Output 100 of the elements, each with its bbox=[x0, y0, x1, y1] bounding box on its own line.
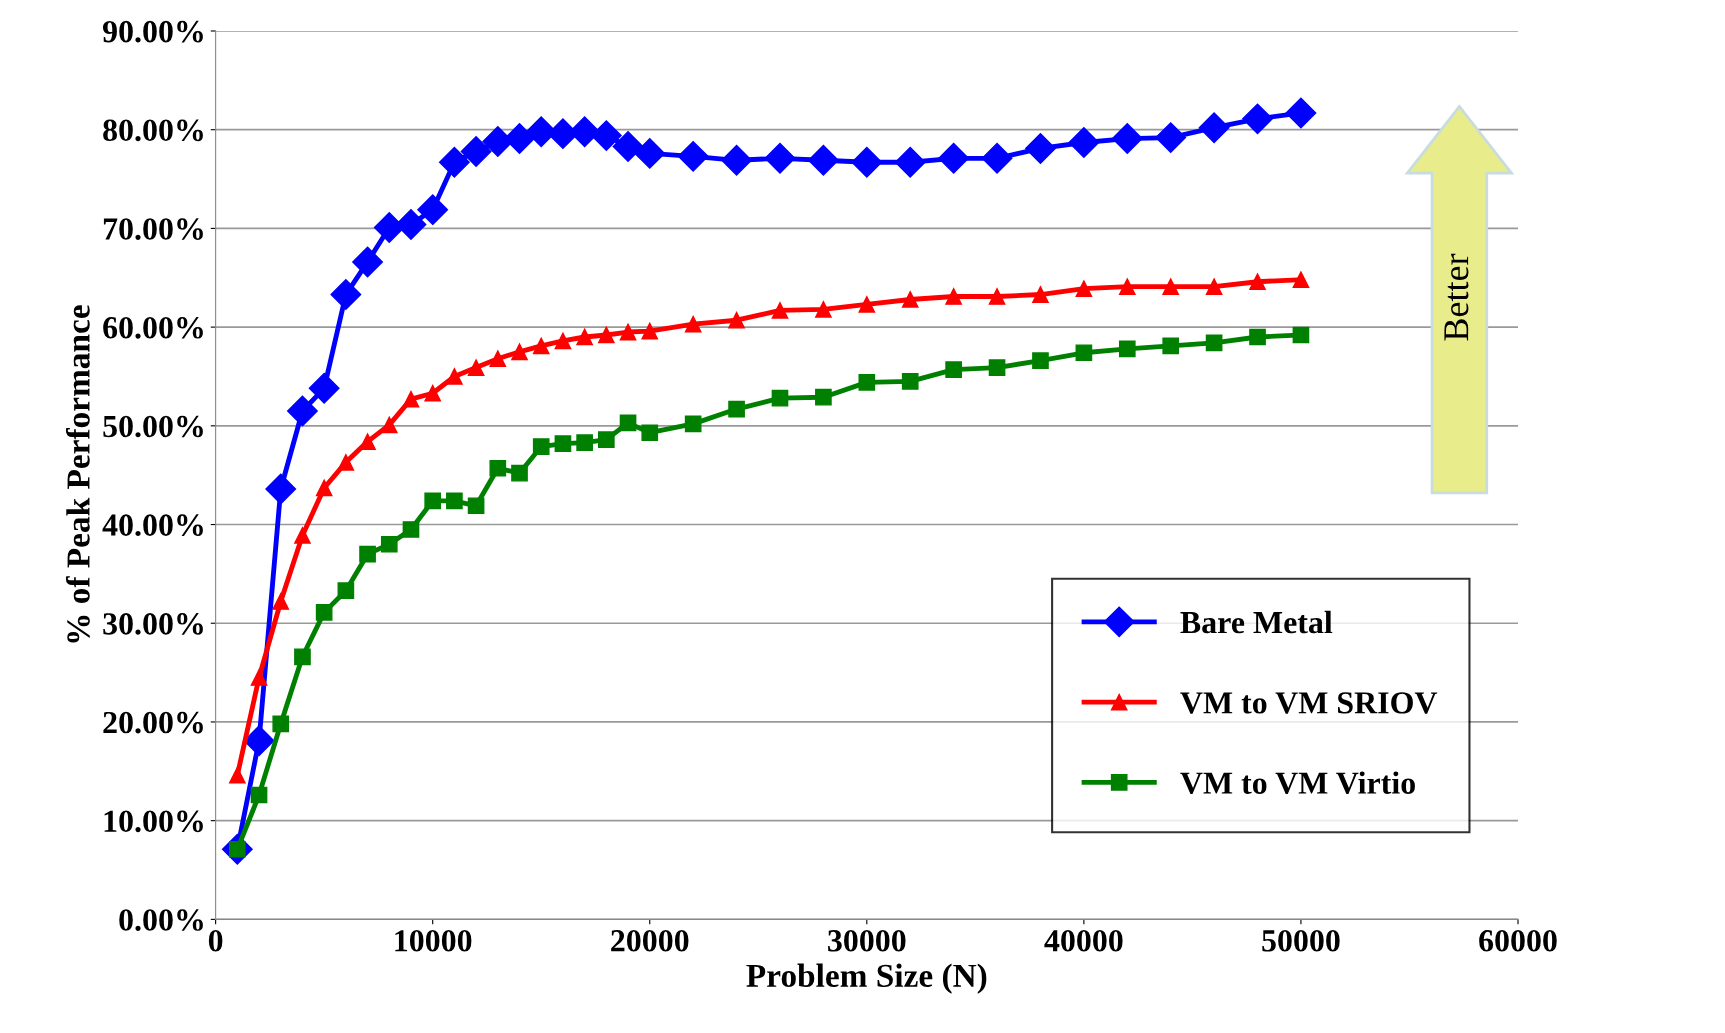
point bbox=[337, 582, 355, 600]
point bbox=[315, 604, 333, 621]
point bbox=[380, 535, 398, 553]
point bbox=[446, 368, 463, 385]
point bbox=[532, 337, 550, 355]
point bbox=[446, 492, 463, 510]
point bbox=[945, 361, 962, 378]
legend-label: Bare Metal bbox=[1180, 610, 1333, 634]
x-tick-label: 40000 bbox=[1044, 930, 1123, 952]
point bbox=[1292, 271, 1310, 289]
point bbox=[677, 140, 709, 172]
y-tick-label: 50.00% bbox=[103, 415, 203, 438]
x-tick-label: 0 bbox=[208, 930, 223, 952]
point bbox=[728, 311, 745, 329]
point bbox=[771, 302, 789, 319]
point bbox=[1155, 122, 1187, 154]
point bbox=[1249, 328, 1266, 346]
point bbox=[771, 389, 789, 407]
point bbox=[359, 545, 376, 563]
point bbox=[1249, 273, 1266, 291]
point bbox=[424, 384, 442, 402]
point bbox=[684, 315, 702, 333]
y-tick-label: 20.00% bbox=[103, 711, 203, 734]
point bbox=[641, 424, 659, 442]
y-tick-label: 70.00% bbox=[103, 218, 203, 240]
point bbox=[981, 142, 1013, 174]
point bbox=[1075, 344, 1093, 362]
y-tick-label: 90.00% bbox=[102, 20, 203, 43]
y-tick-label: 10.00% bbox=[104, 810, 203, 833]
point bbox=[504, 123, 535, 155]
point bbox=[598, 431, 615, 448]
point bbox=[489, 350, 507, 368]
point bbox=[576, 328, 593, 346]
point bbox=[1205, 278, 1223, 295]
point bbox=[402, 521, 420, 538]
point bbox=[489, 459, 507, 477]
point bbox=[901, 373, 919, 390]
point bbox=[764, 142, 796, 174]
point bbox=[1198, 112, 1230, 144]
point bbox=[402, 390, 420, 408]
point bbox=[684, 415, 702, 433]
y-tick-label: 80.00% bbox=[103, 119, 203, 142]
point bbox=[619, 414, 637, 432]
point bbox=[308, 372, 340, 404]
y-tick-label: 0.00% bbox=[119, 909, 203, 931]
y-tick-label: 30.00% bbox=[103, 613, 203, 635]
point bbox=[424, 492, 442, 510]
point bbox=[576, 434, 593, 451]
point bbox=[554, 435, 572, 452]
point bbox=[395, 209, 427, 240]
x-axis-title: Problem Size (N) bbox=[746, 963, 987, 994]
point bbox=[337, 454, 355, 471]
point bbox=[1068, 127, 1100, 158]
x-tick-label: 30000 bbox=[828, 930, 906, 952]
point bbox=[938, 142, 970, 174]
point bbox=[250, 669, 268, 686]
x-tick-label: 60000 bbox=[1479, 930, 1557, 952]
y-tick-label: 60.00% bbox=[103, 316, 203, 339]
point bbox=[228, 766, 246, 784]
point bbox=[851, 146, 883, 178]
point bbox=[359, 433, 376, 450]
point bbox=[945, 288, 962, 305]
y-axis-title: % of Peak Performance bbox=[65, 305, 90, 643]
x-tick-label: 50000 bbox=[1262, 930, 1340, 952]
point bbox=[265, 473, 297, 505]
point bbox=[460, 135, 492, 167]
point bbox=[1032, 286, 1049, 303]
point bbox=[598, 326, 615, 344]
point bbox=[511, 343, 528, 361]
point bbox=[467, 497, 485, 515]
point bbox=[467, 359, 485, 376]
x-tick-label: 20000 bbox=[611, 930, 689, 952]
point bbox=[294, 648, 311, 666]
point bbox=[1025, 133, 1056, 164]
point bbox=[1205, 334, 1223, 352]
point bbox=[612, 131, 644, 162]
point bbox=[1292, 326, 1310, 344]
point bbox=[1285, 97, 1317, 129]
point bbox=[1242, 103, 1273, 135]
point bbox=[1075, 280, 1093, 297]
point bbox=[815, 301, 832, 318]
point bbox=[272, 715, 290, 733]
point bbox=[988, 359, 1006, 376]
point bbox=[511, 464, 528, 482]
point bbox=[417, 194, 449, 226]
point bbox=[380, 416, 398, 434]
point bbox=[894, 146, 926, 178]
point bbox=[634, 137, 666, 169]
point bbox=[1032, 352, 1049, 370]
point bbox=[1111, 123, 1143, 155]
legend-label: VM to VM SRIOV bbox=[1180, 692, 1438, 714]
point bbox=[554, 332, 572, 350]
point bbox=[287, 395, 318, 427]
point bbox=[858, 296, 876, 313]
x-tick-label: 10000 bbox=[395, 930, 472, 952]
point bbox=[1118, 278, 1136, 295]
point bbox=[294, 527, 311, 544]
point bbox=[619, 323, 637, 341]
point bbox=[858, 374, 876, 391]
point bbox=[315, 479, 333, 497]
